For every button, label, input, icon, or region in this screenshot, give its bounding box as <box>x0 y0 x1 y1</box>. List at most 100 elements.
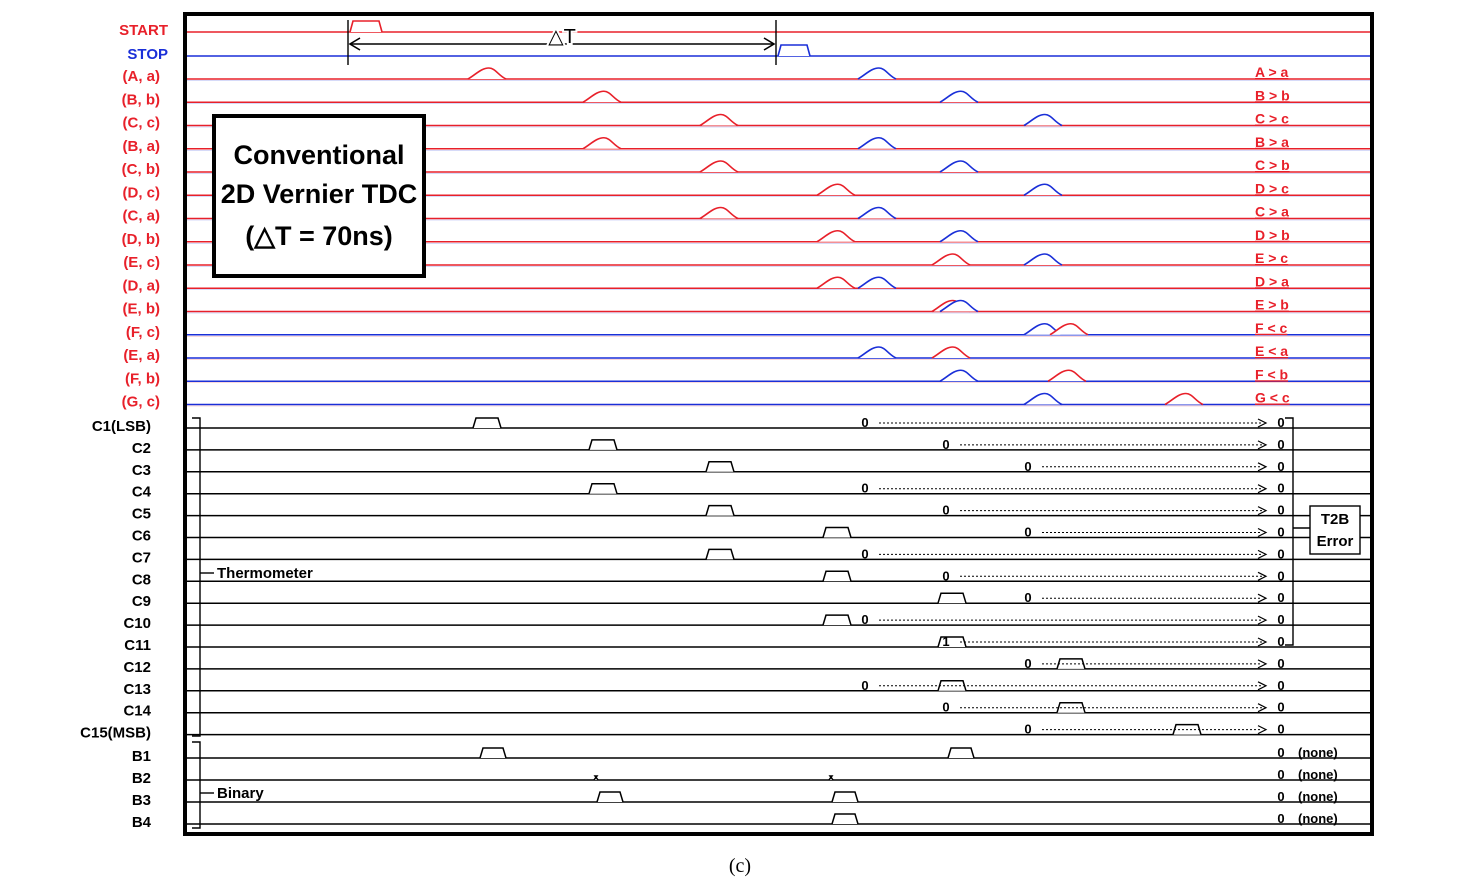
thermometer-final-value: 0 <box>1277 481 1284 496</box>
comparator-label: (E, a) <box>123 347 160 364</box>
thermometer-sample-value: 0 <box>1024 590 1031 605</box>
comparator-pulse <box>1047 369 1087 382</box>
thermometer-pulse <box>705 504 735 516</box>
comparator-pulse <box>857 206 897 220</box>
binary-label: B2 <box>132 770 151 787</box>
thermometer-final-value: 0 <box>1277 415 1284 430</box>
comparator-pulse <box>699 206 739 220</box>
comparator-pulse <box>816 276 856 289</box>
comparator-pulse <box>1023 253 1063 266</box>
comparator-relation: E > b <box>1255 297 1289 313</box>
comparator-pulse <box>857 67 897 80</box>
comparator-pulse <box>931 253 971 266</box>
binary-label: B4 <box>132 814 152 831</box>
comparator-pulse <box>467 67 507 80</box>
comparator-pulse <box>857 276 897 289</box>
binary-label: B1 <box>132 748 151 765</box>
delta-t-label: △T <box>548 26 576 48</box>
binary-final-value: 0 <box>1277 811 1284 826</box>
comparator-pulse <box>816 229 856 243</box>
comparator-label: (E, c) <box>123 254 160 271</box>
thermometer-sample-value: 0 <box>861 546 868 561</box>
comparator-relation: C > c <box>1255 111 1289 127</box>
thermometer-final-value: 0 <box>1277 678 1284 693</box>
comparator-label: (C, b) <box>122 161 160 178</box>
propagation-arrowhead <box>1257 703 1268 713</box>
thermometer-pulse <box>1056 701 1086 713</box>
thermometer-final-value: 0 <box>1277 503 1284 518</box>
thermometer-pulse <box>588 482 618 494</box>
comparator-relation: D > c <box>1255 180 1289 196</box>
propagation-arrowhead <box>1257 681 1268 691</box>
comparator-pulse <box>939 160 979 173</box>
title-box <box>212 114 426 278</box>
propagation-arrowhead <box>1257 440 1268 450</box>
propagation-arrowhead <box>1257 725 1268 735</box>
thermometer-label: C13 <box>123 681 151 698</box>
propagation-arrowhead <box>1257 593 1268 603</box>
thermometer-final-value: 0 <box>1277 656 1284 671</box>
title-line3: (△T = 70ns) <box>245 221 393 251</box>
thermometer-label: C9 <box>132 593 151 610</box>
thermometer-final-value: 0 <box>1277 700 1284 715</box>
thermometer-label: C15(MSB) <box>80 725 151 742</box>
thermometer-final-value: 0 <box>1277 634 1284 649</box>
thermometer-pulse <box>705 461 735 473</box>
comparator-pulse <box>939 369 979 382</box>
thermometer-sample-value: 0 <box>942 437 949 452</box>
thermometer-pulse <box>588 439 618 451</box>
delta-arrow-left-head <box>348 37 361 51</box>
thermometer-final-value: 0 <box>1277 546 1284 561</box>
binary-label: B3 <box>132 792 151 809</box>
thermometer-sample-value: 0 <box>861 481 868 496</box>
comparator-pulse <box>582 90 622 103</box>
thermometer-final-value: 0 <box>1277 590 1284 605</box>
thermometer-pulse <box>822 614 852 626</box>
thermometer-sample-value: 0 <box>1024 525 1031 540</box>
propagation-arrowhead <box>1257 637 1268 647</box>
thermometer-label: C3 <box>132 462 151 479</box>
binary-pulse <box>831 813 859 825</box>
thermometer-sample-value: 0 <box>1024 722 1031 737</box>
figure-caption: (c) <box>729 855 751 877</box>
signal-label-start: START <box>119 22 168 39</box>
thermometer-final-value: 0 <box>1277 612 1284 627</box>
comparator-label: (F, c) <box>126 324 160 341</box>
error-bracket <box>1285 417 1294 646</box>
binary-pulse <box>947 747 975 759</box>
binary-final-value: 0 <box>1277 745 1284 760</box>
comparator-label: (C, c) <box>123 115 161 132</box>
propagation-arrowhead <box>1257 462 1268 472</box>
diagram-frame <box>183 12 1374 836</box>
thermometer-final-value: 0 <box>1277 459 1284 474</box>
thermometer-sample-value: 0 <box>1024 656 1031 671</box>
binary-note: (none) <box>1298 767 1338 782</box>
thermometer-pulse <box>472 417 502 429</box>
comparator-pulse <box>1023 183 1063 196</box>
comparator-label: (B, a) <box>123 138 161 155</box>
start-pulse <box>349 20 383 33</box>
propagation-arrowhead <box>1257 527 1268 538</box>
comparator-relation: E > c <box>1255 250 1288 266</box>
comparator-label: (D, b) <box>122 231 160 248</box>
title-line2: 2D Vernier TDC <box>221 179 418 209</box>
comparator-pulse <box>939 299 979 313</box>
stop-pulse <box>777 44 811 57</box>
propagation-arrowhead <box>1257 506 1268 516</box>
comparator-relation: F < c <box>1255 320 1288 336</box>
thermometer-sample-value: 0 <box>1024 459 1031 474</box>
comparator-label: (F, b) <box>125 370 160 387</box>
comparator-pulse <box>1023 392 1063 406</box>
thermometer-label: C8 <box>132 571 151 588</box>
comparator-pulse <box>1049 322 1089 336</box>
propagation-arrowhead <box>1257 484 1268 494</box>
binary-pulse <box>828 775 834 781</box>
t2b-error-box <box>1309 505 1361 555</box>
thermometer-pulse <box>822 570 852 582</box>
thermometer-label: C11 <box>124 637 151 654</box>
comparator-label: (G, c) <box>122 394 160 411</box>
binary-final-value: 0 <box>1277 767 1284 782</box>
propagation-arrowhead <box>1257 418 1268 428</box>
propagation-arrowhead <box>1257 659 1268 669</box>
